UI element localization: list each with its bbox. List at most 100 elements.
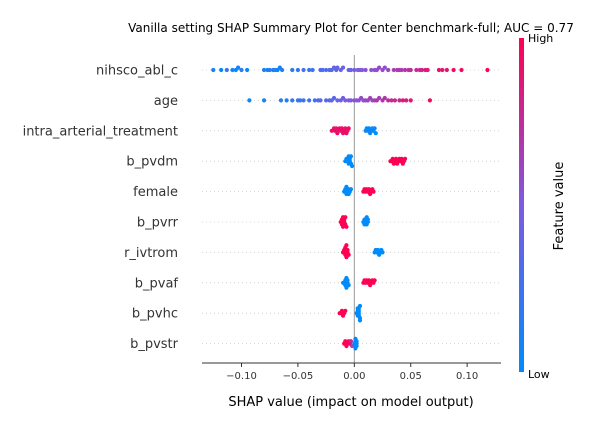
shap-point [290,67,295,73]
shap-point [451,67,456,73]
shap-point [440,67,445,73]
shap-point [236,65,241,70]
feature-label: b_pvstr [130,337,179,352]
x-axis-label: SHAP value (impact on model output) [228,395,473,410]
shap-point [373,131,378,136]
shap-point [335,98,340,103]
x-tick-label: −0.10 [226,371,257,382]
feature-label: b_pvhc [132,307,178,322]
shap-point [414,67,419,73]
shap-point [399,67,404,73]
shap-point [382,95,387,101]
shap-point [307,98,312,103]
shap-point [436,67,442,73]
feature-label: age [154,94,178,109]
shap-point [397,98,402,103]
feature-label: b_pvaf [135,276,179,291]
shap-point [344,243,349,248]
shap-point [344,224,349,229]
shap-point [343,308,348,313]
x-tick-label: −0.05 [283,371,314,382]
shap-point [363,67,368,73]
shap-point [369,67,374,73]
shap-point [380,250,385,255]
shap-point [372,126,377,131]
colorbar-low-label: Low [528,368,550,381]
x-tick-label: 0.05 [400,371,422,382]
shap-point [419,67,425,73]
shap-point [301,67,306,73]
shap-point [371,189,376,194]
shap-point [427,98,433,103]
shap-point [382,65,387,70]
x-tick-label: 0.00 [343,371,365,382]
shap-point [444,67,449,73]
shap-point [284,98,289,103]
shap-point [310,67,315,73]
x-axis-ticks: −0.10 −0.05 0.00 0.05 0.10 [226,363,478,382]
feature-label: nihsco_abl_c [96,64,178,79]
shap-point [211,67,216,73]
shap-point [354,339,359,344]
shap-point [224,67,229,73]
shap-point [360,67,365,73]
shap-point [425,67,430,73]
shap-point [245,67,250,73]
chart-title: Vanilla setting SHAP Summary Plot for Ce… [128,21,574,35]
points-layer [211,65,490,351]
feature-label: r_ivtrom [124,246,178,261]
shap-point [335,65,340,70]
shap-point [400,98,405,103]
shap-point [348,67,354,73]
shap-point [402,156,408,161]
shap-point [386,67,391,73]
shap-point [295,67,301,73]
feature-label: female [133,185,178,200]
shap-point [278,98,284,103]
shap-point [261,98,267,103]
shap-point [352,67,357,73]
shap-point [349,163,355,169]
shap-point [348,98,354,103]
shap-point [348,187,354,192]
shap-point [331,95,337,101]
shap-point [348,154,354,159]
shap-point [408,67,413,73]
shap-point [485,67,490,73]
feature-label: b_pvdm [126,155,178,170]
x-tick-label: 0.10 [456,371,478,382]
shap-point [348,339,354,344]
shap-point [459,67,464,73]
feature-label: b_pvrr [137,216,179,231]
shap-point [354,343,359,349]
shap-point [298,98,303,103]
shap-point [386,98,391,103]
shap-point [346,283,351,288]
colorbar-title: Feature value [552,162,567,251]
shap-point [345,247,350,253]
shap-point [346,126,351,131]
shap-point [301,98,306,103]
feature-label: intra_arterial_treatment [23,124,178,139]
shap-point [324,67,329,73]
shap-point [230,67,235,73]
shap-point [324,98,329,103]
shap-point [346,252,351,257]
colorbar [519,38,524,372]
shap-point [312,98,317,103]
shap-point [391,67,396,73]
shap-point [389,98,394,103]
shap-point [307,67,312,73]
shap-point [404,98,409,103]
shap-point [290,98,295,103]
shap-point [357,318,363,323]
shap-point [408,98,413,103]
shap-point [261,67,267,73]
shap-point [239,67,244,73]
shap-point [377,65,382,70]
shap-point [392,98,398,103]
shap-point [365,217,370,222]
shap-point [402,67,408,73]
colorbar-high-label: High [528,32,553,45]
